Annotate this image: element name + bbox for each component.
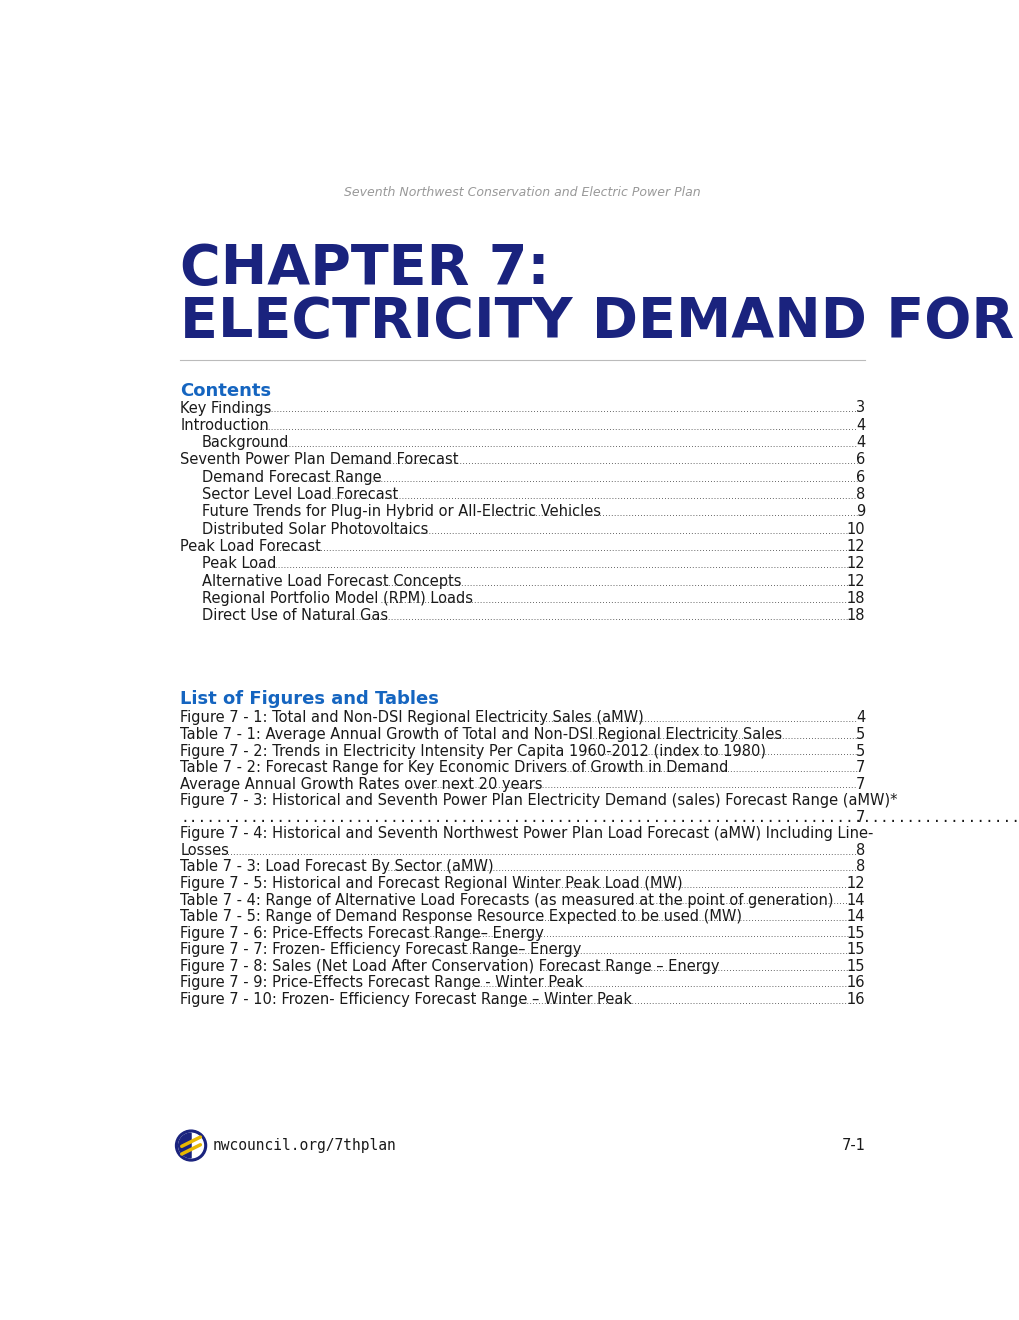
- Text: Figure 7 - 3: Historical and Seventh Power Plan Electricity Demand (sales) Forec: Figure 7 - 3: Historical and Seventh Pow…: [180, 793, 897, 808]
- Text: 5: 5: [855, 743, 864, 759]
- Text: Figure 7 - 9: Price-Effects Forecast Range - Winter Peak: Figure 7 - 9: Price-Effects Forecast Ran…: [180, 975, 583, 990]
- Text: Key Findings: Key Findings: [180, 400, 271, 416]
- Text: Table 7 - 4: Range of Alternative Load Forecasts (as measured at the point of ge: Table 7 - 4: Range of Alternative Load F…: [180, 892, 833, 908]
- Text: Demand Forecast Range: Demand Forecast Range: [202, 470, 381, 484]
- Text: 5: 5: [855, 727, 864, 742]
- Wedge shape: [178, 1133, 191, 1158]
- Text: 12: 12: [846, 574, 864, 589]
- Text: nwcouncil.org/7thplan: nwcouncil.org/7thplan: [213, 1138, 396, 1154]
- Text: Introduction: Introduction: [180, 418, 269, 433]
- Text: Distributed Solar Photovoltaics: Distributed Solar Photovoltaics: [202, 521, 428, 537]
- Text: Sector Level Load Forecast: Sector Level Load Forecast: [202, 487, 397, 502]
- Text: Figure 7 - 8: Sales (Net Load After Conservation) Forecast Range – Energy: Figure 7 - 8: Sales (Net Load After Cons…: [180, 958, 719, 974]
- Text: 18: 18: [846, 591, 864, 606]
- Text: 14: 14: [846, 892, 864, 908]
- Text: Table 7 - 2: Forecast Range for Key Economic Drivers of Growth in Demand: Table 7 - 2: Forecast Range for Key Econ…: [180, 760, 728, 775]
- Text: Peak Load: Peak Load: [202, 557, 276, 572]
- Text: Direct Use of Natural Gas: Direct Use of Natural Gas: [202, 609, 387, 623]
- Text: Regional Portfolio Model (RPM) Loads: Regional Portfolio Model (RPM) Loads: [202, 591, 473, 606]
- Text: Seventh Power Plan Demand Forecast: Seventh Power Plan Demand Forecast: [180, 453, 459, 467]
- Text: 18: 18: [846, 609, 864, 623]
- Text: Alternative Load Forecast Concepts: Alternative Load Forecast Concepts: [202, 574, 461, 589]
- Text: Figure 7 - 2: Trends in Electricity Intensity Per Capita 1960-2012 (index to 198: Figure 7 - 2: Trends in Electricity Inte…: [180, 743, 765, 759]
- Text: Contents: Contents: [180, 381, 271, 400]
- Text: Losses: Losses: [180, 843, 229, 858]
- Text: Table 7 - 3: Load Forecast By Sector (aMW): Table 7 - 3: Load Forecast By Sector (aM…: [180, 859, 493, 874]
- Text: 16: 16: [846, 975, 864, 990]
- Text: 7: 7: [855, 809, 864, 825]
- Text: 10: 10: [846, 521, 864, 537]
- Text: 16: 16: [846, 991, 864, 1007]
- Text: 4: 4: [855, 710, 864, 726]
- Text: ................................................................................: ........................................…: [180, 809, 1019, 825]
- Text: 3: 3: [855, 400, 864, 416]
- Text: List of Figures and Tables: List of Figures and Tables: [180, 690, 438, 708]
- Text: Figure 7 - 1: Total and Non-DSI Regional Electricity Sales (aMW): Figure 7 - 1: Total and Non-DSI Regional…: [180, 710, 643, 726]
- Text: 7-1: 7-1: [841, 1138, 864, 1154]
- Text: 8: 8: [855, 487, 864, 502]
- Text: Table 7 - 1: Average Annual Growth of Total and Non-DSI Regional Electricity Sal: Table 7 - 1: Average Annual Growth of To…: [180, 727, 782, 742]
- Text: 12: 12: [846, 876, 864, 891]
- Text: 8: 8: [855, 843, 864, 858]
- Text: Table 7 - 5: Range of Demand Response Resource Expected to be used (MW): Table 7 - 5: Range of Demand Response Re…: [180, 909, 742, 924]
- Text: 14: 14: [846, 909, 864, 924]
- Text: 15: 15: [846, 958, 864, 974]
- Text: 6: 6: [855, 453, 864, 467]
- Text: Background: Background: [202, 436, 289, 450]
- Circle shape: [178, 1133, 203, 1158]
- Text: Figure 7 - 10: Frozen- Efficiency Forecast Range – Winter Peak: Figure 7 - 10: Frozen- Efficiency Foreca…: [180, 991, 632, 1007]
- Text: ELECTRICITY DEMAND FORECAST: ELECTRICITY DEMAND FORECAST: [180, 296, 1019, 350]
- Text: 15: 15: [846, 942, 864, 957]
- Circle shape: [175, 1130, 206, 1162]
- Text: 7: 7: [855, 776, 864, 792]
- Text: CHAPTER 7:: CHAPTER 7:: [180, 242, 549, 296]
- Text: 15: 15: [846, 925, 864, 941]
- Text: 8: 8: [855, 859, 864, 874]
- Text: Figure 7 - 7: Frozen- Efficiency Forecast Range– Energy: Figure 7 - 7: Frozen- Efficiency Forecas…: [180, 942, 581, 957]
- Text: 12: 12: [846, 539, 864, 554]
- Text: Future Trends for Plug-in Hybrid or All-Electric Vehicles: Future Trends for Plug-in Hybrid or All-…: [202, 504, 600, 520]
- Text: Seventh Northwest Conservation and Electric Power Plan: Seventh Northwest Conservation and Elect…: [344, 186, 700, 199]
- Text: 6: 6: [855, 470, 864, 484]
- Text: 12: 12: [846, 557, 864, 572]
- Text: Figure 7 - 4: Historical and Seventh Northwest Power Plan Load Forecast (aMW) In: Figure 7 - 4: Historical and Seventh Nor…: [180, 826, 872, 841]
- Text: 4: 4: [855, 418, 864, 433]
- Text: Figure 7 - 6: Price-Effects Forecast Range– Energy: Figure 7 - 6: Price-Effects Forecast Ran…: [180, 925, 543, 941]
- Text: 9: 9: [855, 504, 864, 520]
- Text: Peak Load Forecast: Peak Load Forecast: [180, 539, 321, 554]
- Text: 4: 4: [855, 436, 864, 450]
- Text: Figure 7 - 5: Historical and Forecast Regional Winter Peak Load (MW): Figure 7 - 5: Historical and Forecast Re…: [180, 876, 682, 891]
- Text: Average Annual Growth Rates over next 20 years: Average Annual Growth Rates over next 20…: [180, 776, 542, 792]
- Text: 7: 7: [855, 760, 864, 775]
